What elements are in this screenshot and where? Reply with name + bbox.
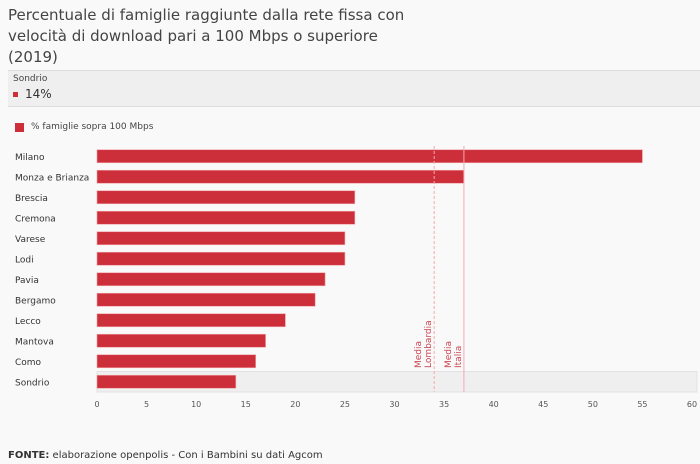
category-label: Mantova <box>15 337 54 347</box>
legend[interactable]: % famiglie sopra 100 Mbps <box>15 122 153 132</box>
category-label: Bergamo <box>15 296 56 306</box>
x-tick-label: 40 <box>489 400 499 409</box>
x-tick-label: 45 <box>538 400 548 409</box>
x-tick-label: 60 <box>687 400 697 409</box>
bar-como[interactable] <box>96 354 256 369</box>
footer-label: FONTE: <box>8 450 50 461</box>
category-label: Brescia <box>15 194 48 204</box>
x-tick-label: 30 <box>389 400 399 409</box>
tooltip-name: Sondrio <box>13 74 48 84</box>
x-tick-label: 25 <box>340 400 350 409</box>
category-label: Cremona <box>15 214 56 224</box>
bar-monza-e-brianza[interactable] <box>96 169 465 184</box>
category-label: Lecco <box>15 317 41 327</box>
bar-varese[interactable] <box>96 231 346 246</box>
bar-brescia[interactable] <box>96 190 356 205</box>
x-tick-label: 5 <box>144 400 149 409</box>
bar-pavia[interactable] <box>96 272 326 287</box>
x-tick-label: 55 <box>637 400 647 409</box>
x-tick-label: 15 <box>241 400 251 409</box>
tooltip-value: 14% <box>25 87 52 101</box>
bar-bergamo[interactable] <box>96 292 316 307</box>
bar-mantova[interactable] <box>96 333 266 348</box>
footer-text: elaborazione openpolis - Con i Bambini s… <box>49 450 323 461</box>
x-tick-label: 0 <box>94 400 99 409</box>
x-tick-label: 20 <box>290 400 300 409</box>
x-tick-label: 35 <box>439 400 449 409</box>
bar-lecco[interactable] <box>96 313 286 328</box>
legend-label: % famiglie sopra 100 Mbps <box>31 122 154 132</box>
category-label: Lodi <box>15 255 34 265</box>
bar-sondrio[interactable] <box>96 374 237 389</box>
tooltip: Sondrio 14% <box>8 70 700 107</box>
category-label: Varese <box>15 235 46 245</box>
footer: FONTE: elaborazione openpolis - Con i Ba… <box>8 450 323 461</box>
reference-label: MediaLombardia <box>414 320 434 368</box>
category-label: Pavia <box>15 276 39 286</box>
category-label: Como <box>15 358 42 368</box>
bar-lodi[interactable] <box>96 251 346 266</box>
x-tick-label: 10 <box>191 400 201 409</box>
legend-swatch <box>15 122 24 132</box>
category-label: Milano <box>15 153 45 163</box>
reference-label: MediaItalia <box>444 341 464 368</box>
category-label: Sondrio <box>15 378 50 388</box>
x-tick-label: 50 <box>588 400 598 409</box>
bar-milano[interactable] <box>96 149 643 164</box>
category-label: Monza e Brianza <box>15 173 89 183</box>
chart-title: Percentuale di famiglie raggiunte dalla … <box>8 6 405 66</box>
bar-cremona[interactable] <box>96 210 356 225</box>
tooltip-swatch <box>13 92 18 97</box>
